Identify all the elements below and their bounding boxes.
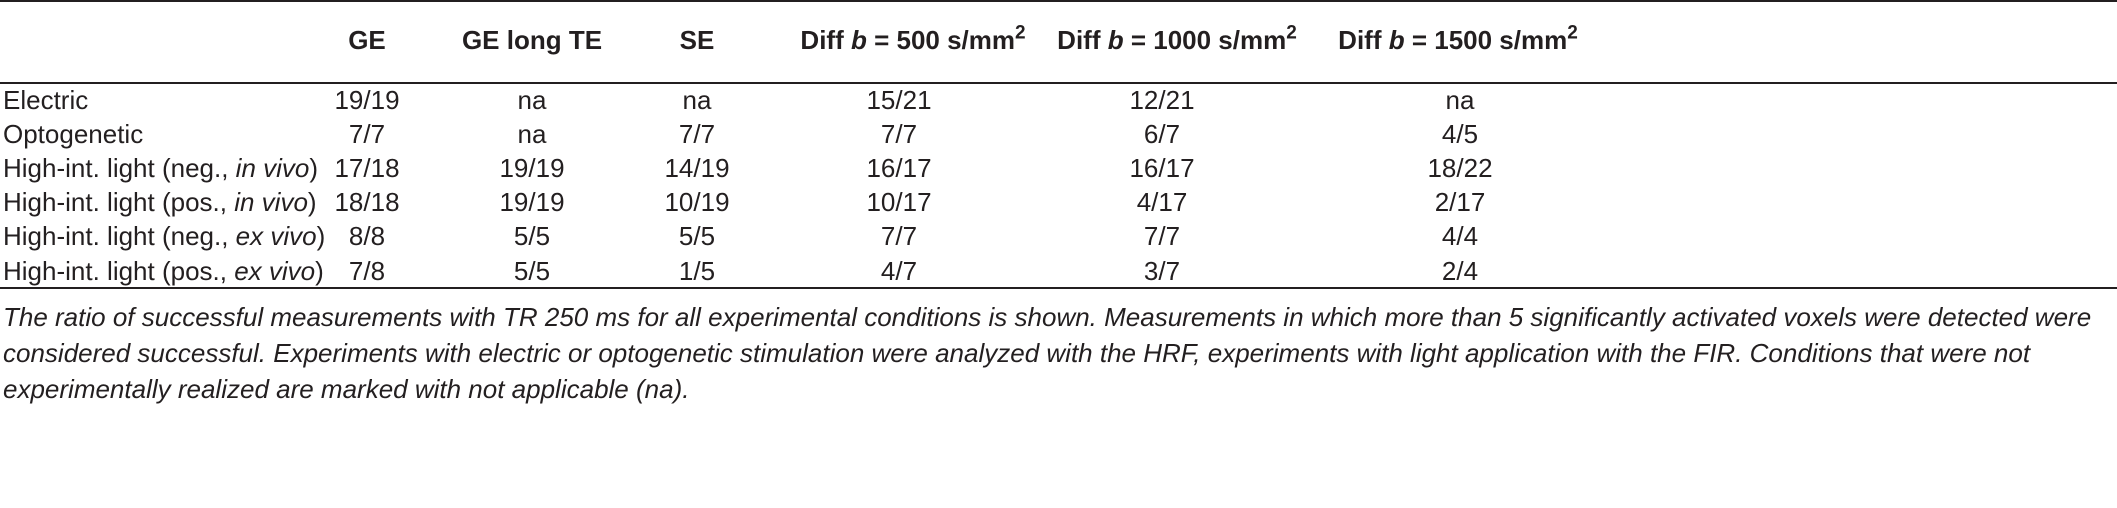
- table-cell: 16/17: [1129, 153, 1195, 183]
- row-label-electric: Electric: [3, 85, 89, 115]
- table-cell: 5/5: [513, 256, 551, 286]
- table-cell: 4/7: [880, 256, 918, 286]
- table-cell: na: [682, 85, 712, 115]
- table-cell: 2/17: [1434, 187, 1486, 217]
- column-header-diff-b1500: Diff b = 1500 s/mm2: [1338, 22, 1578, 55]
- table-cell: na: [517, 119, 547, 149]
- table-bottom-rule: [0, 287, 2117, 289]
- column-header-se: SE: [680, 25, 715, 55]
- table-cell: 19/19: [499, 153, 565, 183]
- table-cell: 5/5: [513, 221, 551, 251]
- row-label-pos-in-vivo: High-int. light (pos., in vivo): [3, 187, 317, 217]
- table-cell: 14/19: [664, 153, 730, 183]
- table-cell: 10/19: [664, 187, 730, 217]
- row-label-optogenetic: Optogenetic: [3, 119, 144, 149]
- table-cell: 16/17: [866, 153, 932, 183]
- table-cell: 18/18: [334, 187, 400, 217]
- column-header-diff-b1000: Diff b = 1000 s/mm2: [1057, 22, 1297, 55]
- table-cell: 6/7: [1143, 119, 1181, 149]
- column-header-label: SE: [679, 25, 715, 55]
- table-cell: 19/19: [334, 85, 400, 115]
- table-cell: 2/4: [1441, 256, 1479, 286]
- column-header-ge-long-te: GE long TE: [462, 25, 602, 55]
- table-cell: 7/7: [1143, 221, 1181, 251]
- table-cell: 5/5: [678, 221, 716, 251]
- table-cell: 7/7: [348, 119, 386, 149]
- table-cell: 4/5: [1441, 119, 1479, 149]
- table-cell: 8/8: [348, 221, 386, 251]
- table-cell: 4/4: [1441, 221, 1479, 251]
- table-cell: na: [517, 85, 547, 115]
- table-header-rule: [0, 82, 2117, 84]
- column-header-label: GE long TE: [461, 25, 603, 55]
- column-header-label: GE: [348, 25, 386, 55]
- column-header-ge: GE: [348, 25, 386, 55]
- table-cell: 1/5: [678, 256, 716, 286]
- table-cell: na: [1445, 85, 1475, 115]
- table-cell: 19/19: [499, 187, 565, 217]
- table-cell: 15/21: [866, 85, 932, 115]
- table-cell: 3/7: [1143, 256, 1181, 286]
- row-label-pos-ex-vivo: High-int. light (pos., ex vivo): [3, 256, 324, 286]
- table-cell: 10/17: [866, 187, 932, 217]
- table-cell: 7/7: [880, 221, 918, 251]
- table-cell: 12/21: [1129, 85, 1195, 115]
- table-cell: 7/7: [880, 119, 918, 149]
- table-top-rule: [0, 0, 2117, 2]
- table-cell: 7/8: [348, 256, 386, 286]
- table-caption: The ratio of successful measurements wit…: [3, 302, 2092, 404]
- table-cell: 18/22: [1427, 153, 1493, 183]
- column-header-diff-b500: Diff b = 500 s/mm2: [800, 22, 1026, 55]
- row-label-neg-ex-vivo: High-int. light (neg., ex vivo): [3, 221, 326, 251]
- table-cell: 17/18: [334, 153, 400, 183]
- table-cell: 4/17: [1136, 187, 1188, 217]
- row-label-neg-in-vivo: High-int. light (neg., in vivo): [3, 153, 319, 183]
- table-cell: 7/7: [678, 119, 716, 149]
